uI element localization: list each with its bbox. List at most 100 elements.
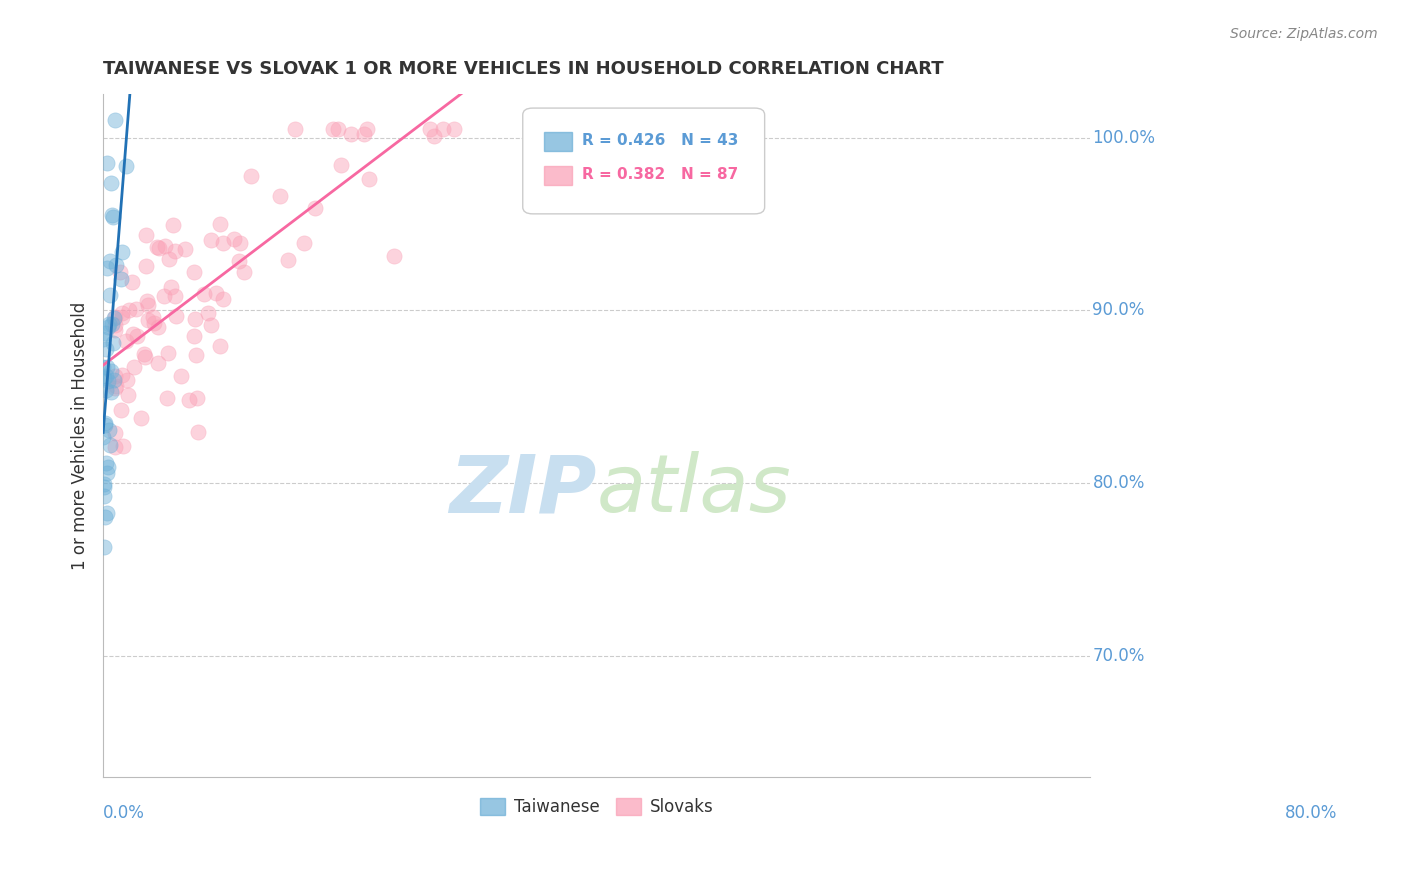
Legend: Taiwanese, Slovaks: Taiwanese, Slovaks xyxy=(474,791,720,823)
Point xyxy=(330,159,353,173)
Point xyxy=(134,350,156,364)
Point xyxy=(100,208,122,222)
Point xyxy=(103,210,125,224)
FancyBboxPatch shape xyxy=(544,166,572,186)
Point xyxy=(357,171,380,186)
FancyBboxPatch shape xyxy=(523,108,765,214)
Point xyxy=(340,127,363,141)
Point xyxy=(353,128,375,142)
Point xyxy=(136,298,159,312)
Point xyxy=(153,239,176,253)
Point xyxy=(142,310,165,324)
Point xyxy=(101,336,124,351)
Point xyxy=(443,122,465,136)
FancyBboxPatch shape xyxy=(544,132,572,151)
Point xyxy=(93,417,115,432)
Point xyxy=(104,426,127,441)
Text: ZIP: ZIP xyxy=(450,451,596,529)
Point xyxy=(186,348,208,362)
Point xyxy=(232,265,254,279)
Point xyxy=(97,423,120,437)
Point xyxy=(200,233,222,247)
Point xyxy=(197,306,219,320)
Point xyxy=(104,381,127,395)
Point xyxy=(129,411,152,425)
Point xyxy=(146,240,169,254)
Text: 80.0%: 80.0% xyxy=(1092,475,1144,492)
Point xyxy=(146,357,169,371)
Point xyxy=(326,122,349,136)
Text: 80.0%: 80.0% xyxy=(1285,805,1337,822)
Point xyxy=(356,122,378,136)
Point xyxy=(153,289,176,303)
Point xyxy=(108,265,131,279)
Point xyxy=(93,540,115,554)
Point xyxy=(228,254,250,268)
Point xyxy=(93,371,115,385)
Point xyxy=(322,122,344,136)
Point xyxy=(419,122,441,136)
Point xyxy=(103,373,125,387)
Text: 100.0%: 100.0% xyxy=(1092,128,1156,146)
Point xyxy=(205,285,228,300)
Point xyxy=(136,313,159,327)
Point xyxy=(124,301,146,316)
Point xyxy=(229,235,252,250)
Point xyxy=(162,218,184,232)
Point xyxy=(240,169,263,184)
Point xyxy=(104,318,127,332)
Point xyxy=(165,309,187,323)
Point xyxy=(97,317,120,331)
Point xyxy=(98,288,121,302)
Point xyxy=(111,244,134,259)
Point xyxy=(122,360,145,375)
Point xyxy=(114,160,136,174)
Y-axis label: 1 or more Vehicles in Household: 1 or more Vehicles in Household xyxy=(72,301,89,570)
Point xyxy=(100,384,122,399)
Point xyxy=(132,347,155,361)
Text: TAIWANESE VS SLOVAK 1 OR MORE VEHICLES IN HOUSEHOLD CORRELATION CHART: TAIWANESE VS SLOVAK 1 OR MORE VEHICLES I… xyxy=(103,60,943,78)
Point xyxy=(94,342,117,356)
Point xyxy=(111,310,134,324)
Text: Source: ZipAtlas.com: Source: ZipAtlas.com xyxy=(1230,27,1378,41)
Point xyxy=(277,253,299,268)
Point xyxy=(200,318,222,333)
Point xyxy=(97,374,120,388)
Point xyxy=(91,332,114,346)
Point xyxy=(135,227,157,242)
Point xyxy=(212,235,235,250)
Point xyxy=(187,425,209,440)
Point xyxy=(93,477,115,491)
Point xyxy=(115,373,138,387)
Point xyxy=(121,275,143,289)
Point xyxy=(93,430,115,444)
Point xyxy=(104,258,127,272)
Point xyxy=(110,368,132,382)
Point xyxy=(143,316,166,330)
Text: atlas: atlas xyxy=(596,451,792,529)
Point xyxy=(94,369,117,384)
Text: 90.0%: 90.0% xyxy=(1092,301,1144,319)
Point xyxy=(118,303,141,318)
Point xyxy=(292,236,315,251)
Point xyxy=(111,306,134,320)
Point xyxy=(100,364,122,378)
Point xyxy=(224,231,246,245)
Point xyxy=(170,369,193,384)
Point xyxy=(211,292,233,306)
Point xyxy=(148,320,170,334)
Point xyxy=(157,346,180,360)
Point xyxy=(105,379,128,393)
Point xyxy=(159,279,181,293)
Point xyxy=(148,241,170,255)
Point xyxy=(93,489,115,503)
Point xyxy=(284,122,307,136)
Point xyxy=(96,507,118,521)
Point xyxy=(193,286,215,301)
Point xyxy=(423,129,446,144)
Point xyxy=(104,369,127,384)
Point xyxy=(208,217,231,231)
Point xyxy=(97,319,120,334)
Point xyxy=(98,438,121,452)
Point xyxy=(135,259,157,273)
